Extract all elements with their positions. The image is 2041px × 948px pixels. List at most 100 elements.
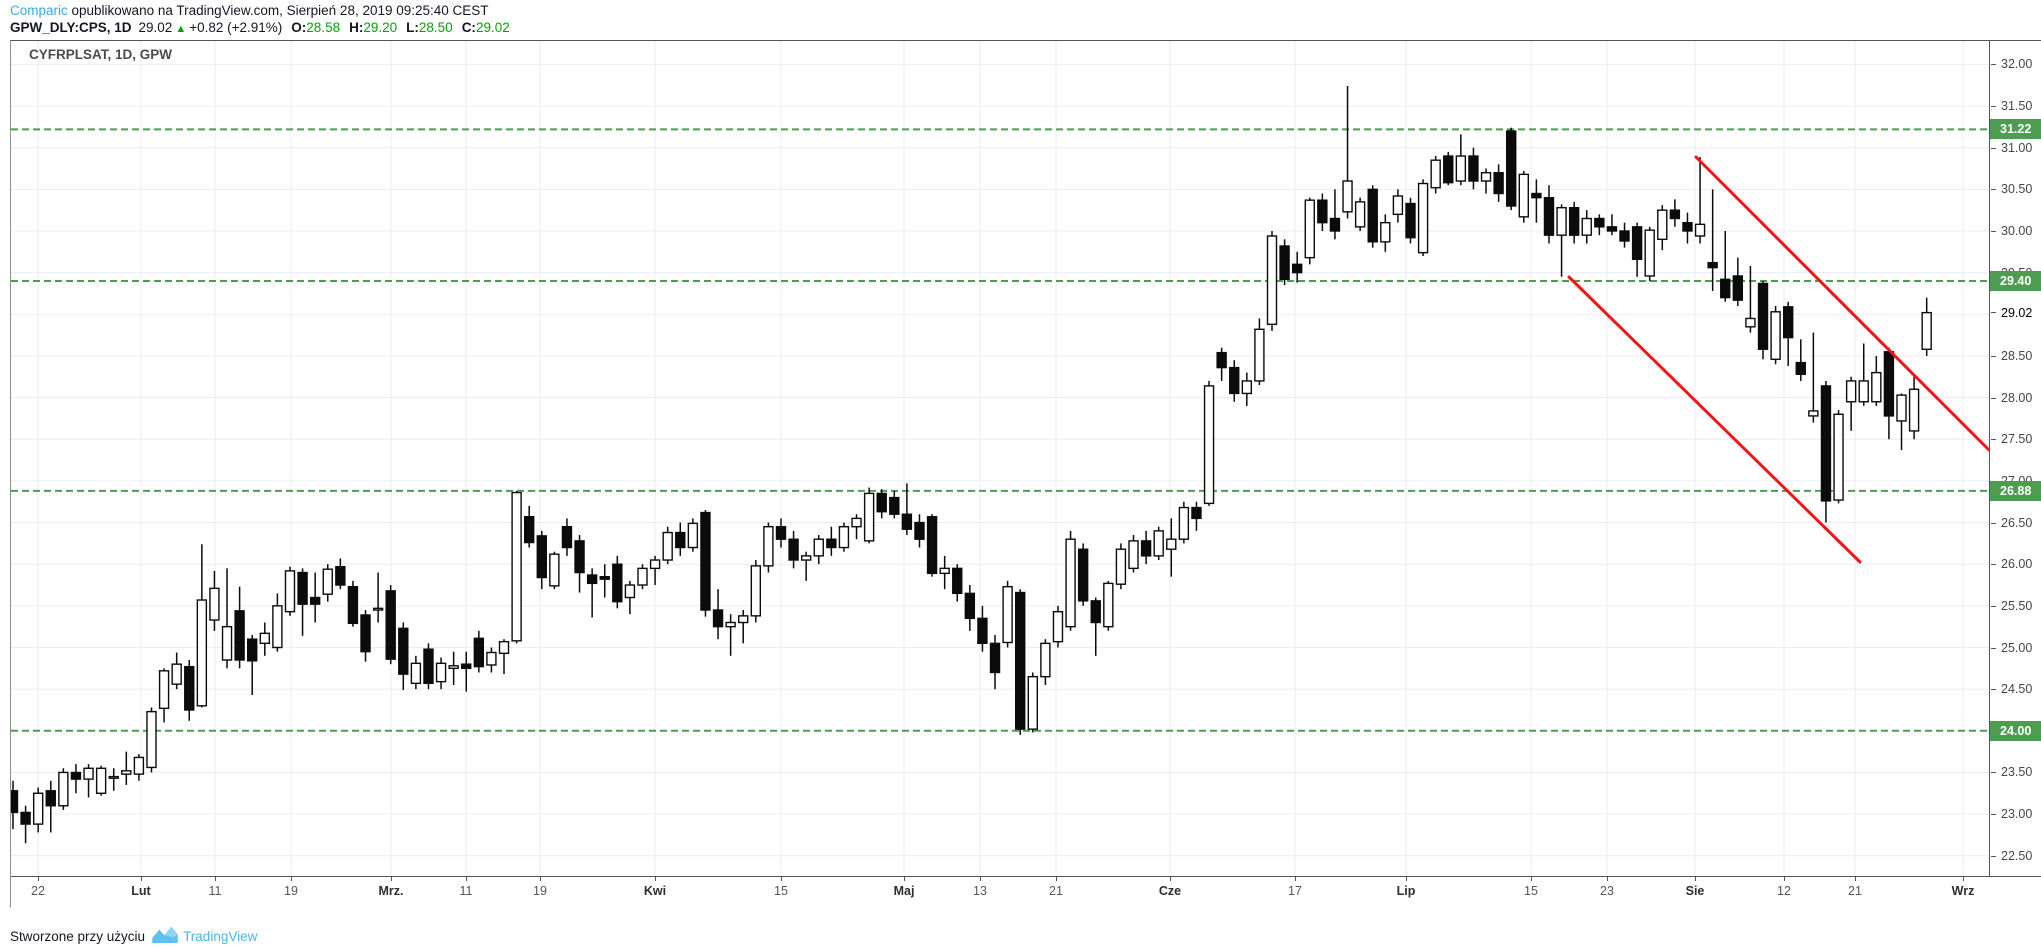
candle-down	[1443, 155, 1454, 184]
comparic-link[interactable]: Comparic	[10, 3, 68, 18]
time-axis-label: Kwi	[643, 884, 667, 898]
candle-down	[1090, 600, 1101, 624]
candle-down	[398, 627, 409, 675]
candle-up	[738, 615, 749, 624]
candle-down	[1594, 217, 1605, 228]
high-value: 29.20	[363, 20, 398, 35]
candle-up	[863, 492, 875, 542]
candle-up	[813, 538, 824, 557]
candle-up	[1052, 610, 1064, 643]
last-price-label: 29.02	[1990, 303, 2041, 322]
candle-up	[410, 662, 422, 685]
candle-up	[171, 663, 182, 685]
candle-down	[45, 790, 56, 807]
candle-down	[297, 571, 308, 605]
axis-tick	[1531, 877, 1532, 881]
last-price-value: 29.02	[138, 20, 173, 35]
price-axis-label: 32.00	[1990, 56, 2032, 72]
candle-down	[561, 526, 573, 549]
candle-up	[662, 531, 673, 561]
candle-down	[1568, 206, 1580, 236]
axis-tick	[1991, 355, 1996, 357]
ohlc-close: C:29.02	[462, 20, 510, 35]
candle-up	[1455, 155, 1467, 182]
axis-tick	[391, 877, 392, 881]
candle-down	[423, 648, 434, 685]
candle-up	[1430, 159, 1441, 189]
price-axis-label: 26.00	[1990, 556, 2032, 572]
candle-up	[1417, 182, 1429, 254]
candle-up	[637, 567, 648, 586]
candle-down	[1631, 226, 1643, 261]
candle-up	[1871, 371, 1882, 403]
candle-down	[574, 540, 585, 574]
candle-up	[1166, 538, 1177, 550]
candle-down	[184, 665, 195, 711]
axis-tick	[1991, 397, 1996, 399]
axis-tick	[1991, 814, 1996, 816]
candle-up	[322, 568, 333, 595]
time-axis-label: 17	[1288, 884, 1302, 898]
candle-down	[876, 492, 887, 513]
candle-up	[272, 605, 283, 649]
candle-up	[1027, 675, 1038, 730]
chart-widget: CYFRPLSAT, 1D, GPW 32.00 31.50 31.00 30.50 3…	[10, 40, 2041, 907]
candle-down	[1140, 540, 1152, 557]
candle-down	[926, 516, 938, 575]
candle-up	[435, 662, 447, 683]
price-axis-label: 23.50	[1990, 764, 2032, 780]
axis-tick	[1991, 522, 1996, 524]
candle-down	[360, 614, 371, 653]
footer: Stworzone przy użyciu TradingView	[10, 926, 257, 946]
time-axis-label: 13	[973, 884, 987, 898]
axis-tick	[466, 877, 467, 881]
time-axis-label: 11	[459, 884, 473, 898]
axis-tick	[1991, 64, 1996, 66]
candle-down	[1669, 209, 1681, 220]
candle-up	[649, 559, 661, 570]
low-label: L:	[406, 20, 419, 35]
tradingview-link[interactable]: TradingView	[183, 928, 258, 944]
candle-up	[133, 756, 145, 775]
price-axis: 32.0031.5031.0030.5030.0029.5029.0028.50…	[1989, 41, 2041, 876]
tradingview-logo-icon	[152, 926, 178, 946]
candle-up	[725, 621, 736, 628]
axis-tick	[1991, 855, 1996, 857]
candle-up	[83, 767, 94, 780]
candle-down	[335, 565, 346, 586]
up-arrow-icon: ▲	[175, 23, 187, 35]
price-axis-label: 25.00	[1990, 640, 2032, 656]
candle-down	[234, 610, 245, 661]
candle-up	[1354, 201, 1366, 228]
axis-tick	[1295, 877, 1296, 881]
candle-down	[1707, 261, 1718, 269]
candle-down	[826, 538, 837, 549]
candle-up	[1833, 413, 1844, 501]
candle-down	[20, 811, 31, 825]
time-axis-label: 19	[533, 884, 547, 898]
time-axis-label: 23	[1600, 884, 1614, 898]
candle-up	[1556, 206, 1567, 236]
candle-up	[939, 567, 950, 575]
axis-tick	[1406, 877, 1407, 881]
candle-up	[1921, 311, 1932, 350]
price-axis-label: 31.00	[1990, 140, 2032, 156]
axis-tick	[781, 877, 782, 881]
candle-up	[750, 565, 762, 617]
axis-tick	[1991, 564, 1996, 566]
candle-down	[1191, 506, 1202, 520]
candle-up	[624, 584, 636, 599]
candle-down	[523, 516, 535, 544]
candle-up	[1065, 538, 1076, 628]
candle-down	[309, 596, 321, 605]
candle-up	[763, 526, 774, 567]
candle-up	[1518, 173, 1530, 218]
candle-down	[612, 563, 623, 603]
axis-tick	[1991, 189, 1996, 191]
chart-watermark: CYFRPLSAT, 1D, GPW	[29, 47, 173, 62]
candle-up	[1745, 317, 1756, 328]
candle-down	[1015, 591, 1026, 730]
ohlc-low: L:28.50	[406, 20, 453, 35]
time-axis-label: 21	[1848, 884, 1862, 898]
